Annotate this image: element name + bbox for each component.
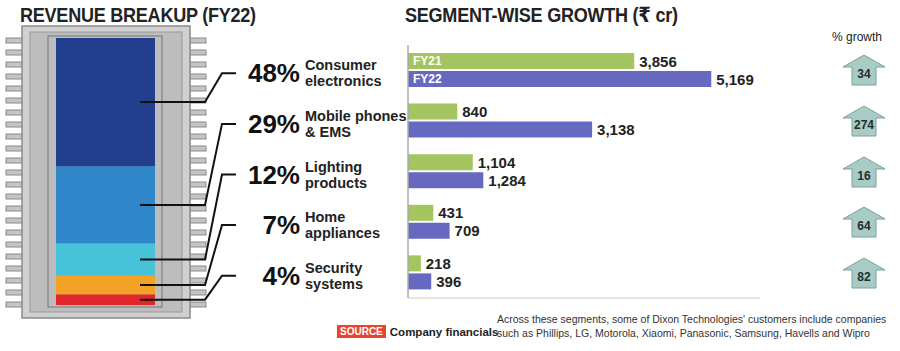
svg-text:840: 840 bbox=[462, 103, 487, 120]
svg-text:1,284: 1,284 bbox=[488, 172, 526, 189]
html-text:Across these segments, some of: Across these segments, some of Dixon Tec… bbox=[497, 313, 887, 339]
html-text:% growth: % growth bbox=[832, 30, 882, 44]
svg-text:5,169: 5,169 bbox=[716, 71, 754, 88]
html-text:4% Security systems: 4% Security systems bbox=[262, 259, 363, 292]
svg-text:64: 64 bbox=[857, 219, 871, 233]
svg-text:FY21: FY21 bbox=[413, 54, 442, 68]
html-text:SEGMENT-WISE GROWTH (₹ cr): SEGMENT-WISE GROWTH (₹ cr) bbox=[405, 3, 678, 26]
svg-text:396: 396 bbox=[436, 273, 461, 290]
svg-text:FY22: FY22 bbox=[413, 72, 442, 86]
svg-text:218: 218 bbox=[426, 255, 451, 272]
svg-text:3,138: 3,138 bbox=[597, 121, 635, 138]
svg-text:274: 274 bbox=[854, 118, 874, 132]
svg-text:34: 34 bbox=[857, 67, 871, 81]
svg-text:1,104: 1,104 bbox=[478, 154, 516, 171]
svg-text:82: 82 bbox=[857, 270, 871, 284]
svg-text:3,856: 3,856 bbox=[639, 53, 677, 70]
html-text:12% Lighting products: 12% Lighting products bbox=[248, 158, 367, 191]
svg-text:431: 431 bbox=[438, 204, 463, 221]
html-text:REVENUE BREAKUP (FY22): REVENUE BREAKUP (FY22) bbox=[20, 3, 256, 26]
html-text:7% Home appliances: 7% Home appliances bbox=[262, 209, 380, 242]
svg-text:709: 709 bbox=[455, 222, 480, 239]
html-text:48% Consumer electronics: 48% Consumer electronics bbox=[248, 57, 382, 90]
html-text:SOURCE: SOURCE bbox=[340, 326, 383, 337]
html-text:29% Mobile phones & EMS: 29% Mobile phones & EMS bbox=[248, 107, 407, 140]
html-text:Company financials: Company financials bbox=[389, 325, 499, 338]
svg-text:16: 16 bbox=[857, 169, 871, 183]
